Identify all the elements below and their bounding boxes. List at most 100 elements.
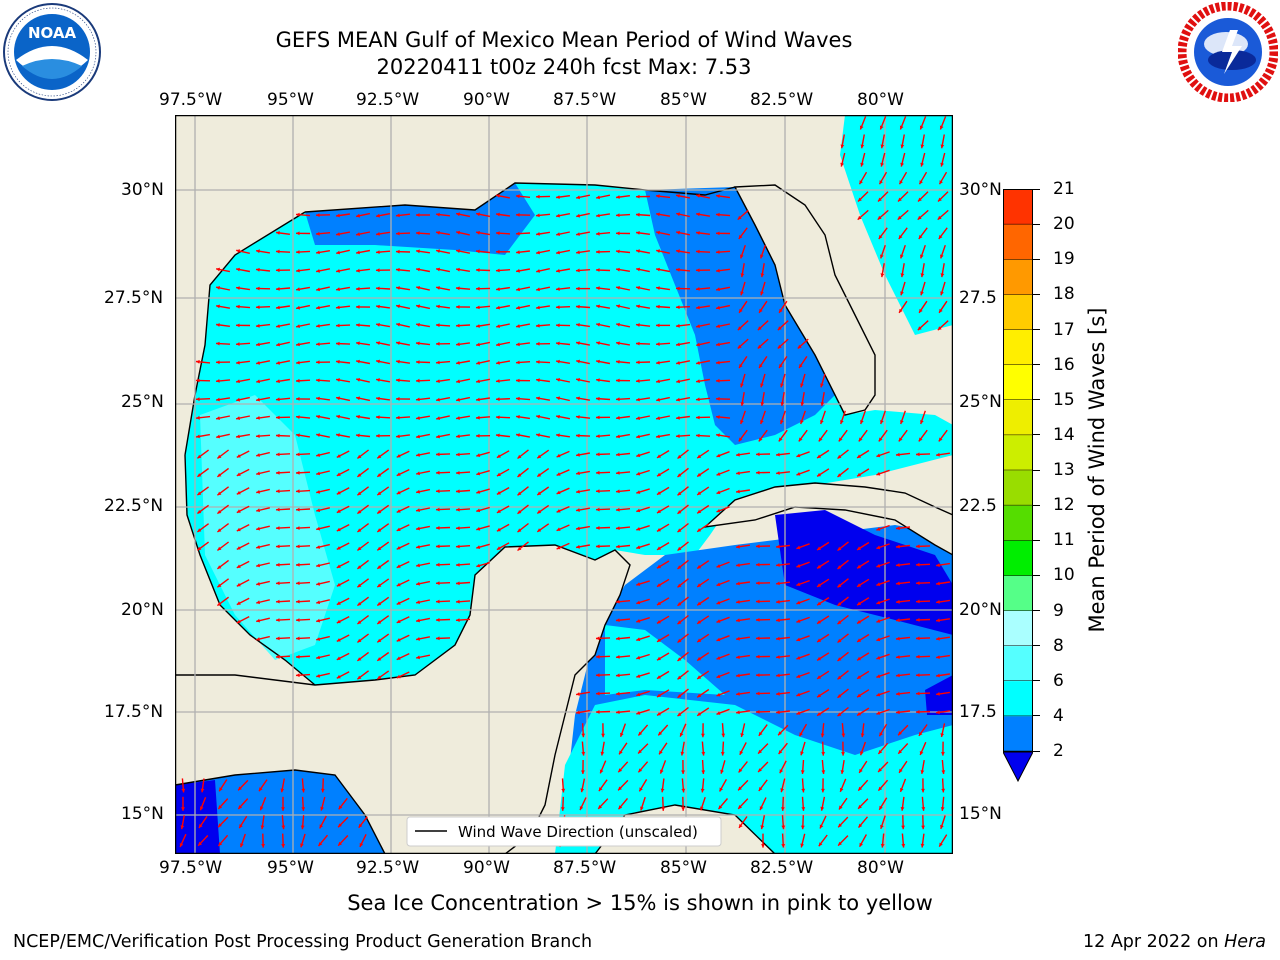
wind-wave-arrowhead <box>677 638 682 643</box>
wind-wave-arrowhead <box>761 844 765 848</box>
wind-wave-arrowhead <box>196 378 200 383</box>
wind-wave-arrowhead <box>256 361 260 365</box>
wind-wave-arrowhead <box>940 807 945 811</box>
lat-label-left: 25°N <box>121 392 164 412</box>
wind-wave-arrowhead <box>636 267 640 272</box>
wind-wave-arrowhead <box>496 194 500 198</box>
wind-wave-arrowhead <box>656 230 660 235</box>
wind-wave-arrowhead <box>217 491 222 496</box>
wind-wave-arrowhead <box>576 710 580 715</box>
wind-wave-arrowhead <box>236 379 240 384</box>
wind-wave-arrowhead <box>896 691 900 696</box>
wind-wave-arrowhead <box>516 396 520 401</box>
wind-wave-arrowhead <box>416 563 420 568</box>
colorbar-tick-mark <box>1033 574 1040 576</box>
wind-wave-arrowhead <box>616 618 620 622</box>
wind-wave-arrowhead <box>657 638 661 642</box>
wind-wave-arrowhead <box>336 509 341 513</box>
wind-wave-arrowhead <box>416 267 420 272</box>
colorbar-tick-label: 15 <box>1053 389 1075 410</box>
wind-wave-arrowhead <box>536 396 540 401</box>
wind-wave-arrowhead <box>616 507 620 512</box>
wind-wave-arrowhead <box>681 788 686 793</box>
wind-wave-arrowhead <box>377 620 382 624</box>
wind-wave-arrowhead <box>737 215 742 220</box>
wind-wave-arrowhead <box>256 508 260 513</box>
wind-wave-arrowhead <box>416 453 420 457</box>
colorbar-tick-label: 21 <box>1053 179 1075 199</box>
wind-wave-arrowhead <box>556 287 560 291</box>
wind-wave-arrowhead <box>256 637 260 641</box>
wind-wave-arrowhead <box>800 420 804 424</box>
wind-wave-arrowhead <box>556 323 560 328</box>
wind-wave-arrowhead <box>878 786 883 791</box>
wind-wave-arrowhead <box>217 583 222 588</box>
wind-wave-arrowhead <box>516 324 520 328</box>
wind-wave-arrowhead <box>316 600 321 605</box>
wind-wave-arrowhead <box>316 360 320 365</box>
wind-wave-arrowhead <box>496 379 500 383</box>
colorbar-segment <box>1003 224 1033 260</box>
colorbar-tick-label: 9 <box>1053 600 1064 621</box>
wind-wave-arrowhead <box>857 583 862 587</box>
wind-wave-arrowhead <box>817 712 822 716</box>
wind-wave-arrowhead <box>596 507 600 512</box>
wind-wave-arrowhead <box>736 636 740 641</box>
wind-wave-arrowhead <box>256 434 260 438</box>
wind-wave-arrowhead <box>876 600 881 605</box>
colorbar-segment <box>1003 259 1033 295</box>
wind-wave-arrowhead <box>576 195 580 200</box>
wind-wave-arrowhead <box>456 434 460 439</box>
wind-wave-arrowhead <box>756 544 760 549</box>
wind-wave-arrowhead <box>236 416 240 420</box>
wind-wave-arrowhead <box>636 545 641 550</box>
wind-wave-arrowhead <box>676 342 680 347</box>
wind-wave-arrowhead <box>701 751 706 756</box>
wind-wave-arrowhead <box>377 638 382 643</box>
wind-wave-arrowhead <box>496 472 501 476</box>
wind-wave-arrowhead <box>661 807 665 811</box>
wind-wave-arrowhead <box>756 581 760 585</box>
wind-wave-arrowhead <box>696 231 700 235</box>
wind-wave-arrowhead <box>456 212 460 217</box>
colorbar-tick-mark <box>1033 750 1040 752</box>
wind-wave-arrowhead <box>236 601 241 605</box>
wind-wave-arrowhead <box>817 675 822 679</box>
wind-wave-arrowhead <box>896 452 900 457</box>
wind-wave-arrowhead <box>738 235 743 239</box>
wind-wave-arrowhead <box>857 712 862 716</box>
wind-wave-arrowhead <box>516 305 520 310</box>
wind-wave-arrowhead <box>256 618 260 623</box>
wind-wave-arrowhead <box>376 322 380 327</box>
wind-wave-arrowhead <box>638 749 642 754</box>
wind-wave-arrowhead <box>416 249 420 254</box>
wind-wave-arrowhead <box>696 305 700 310</box>
wind-wave-arrowhead <box>456 452 460 457</box>
wind-wave-arrowhead <box>259 787 263 792</box>
graticule <box>175 115 953 854</box>
wind-wave-arrowhead <box>656 416 660 420</box>
wind-wave-arrowhead <box>581 733 586 738</box>
wind-wave-arrowhead <box>837 675 842 680</box>
wind-wave-arrowhead <box>301 788 306 793</box>
wind-wave-arrowhead <box>396 638 401 642</box>
wind-wave-arrowhead <box>636 231 640 235</box>
wind-wave-arrowhead <box>896 655 900 659</box>
wind-wave-arrowhead <box>940 144 945 149</box>
wind-wave-arrowhead <box>898 197 902 202</box>
wind-wave-arrowhead <box>779 769 784 774</box>
wind-wave-arrowhead <box>536 287 540 292</box>
wind-wave-arrowhead <box>616 286 620 290</box>
wind-wave-arrowhead <box>916 599 920 604</box>
wind-wave-arrowhead <box>516 213 520 217</box>
sea-ice-note: Sea Ice Concentration > 15% is shown in … <box>347 891 933 915</box>
wind-wave-arrowhead <box>941 752 945 756</box>
wind-wave-arrowhead <box>476 324 480 328</box>
wind-wave-arrowhead <box>336 414 340 419</box>
wind-wave-arrowhead <box>916 581 920 585</box>
wind-wave-arrowhead <box>900 291 904 296</box>
wind-wave-arrowhead <box>697 638 702 643</box>
wind-wave-arrowhead <box>697 454 702 459</box>
wind-wave-arrowhead <box>256 581 260 586</box>
wind-wave-arrowhead <box>476 471 481 476</box>
